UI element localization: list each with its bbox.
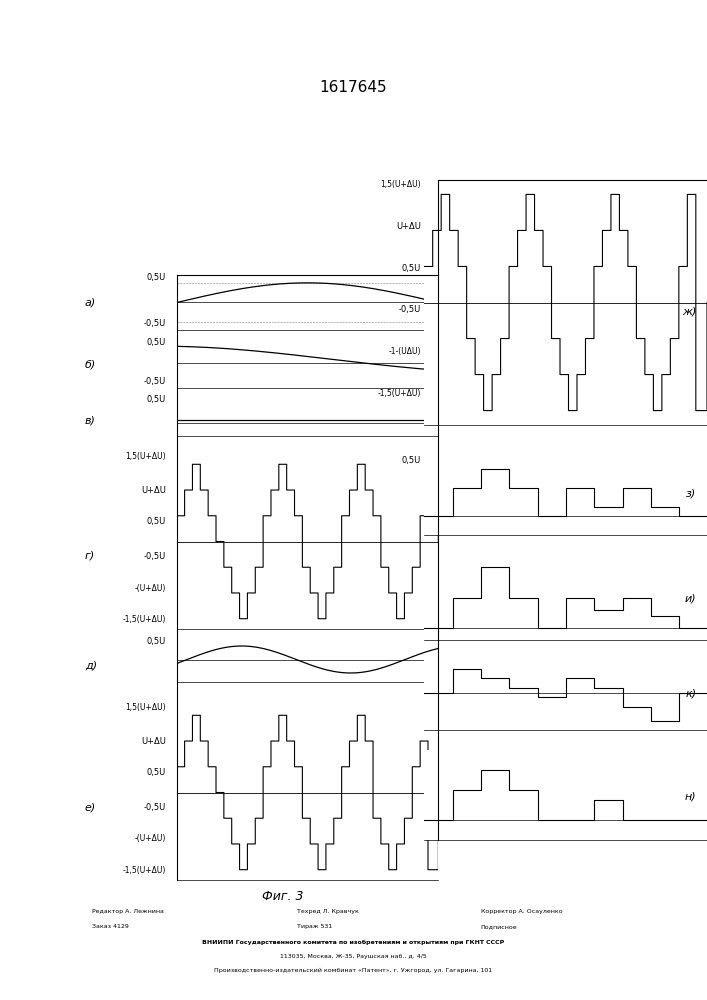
Text: 0,5U: 0,5U xyxy=(147,517,166,526)
Text: 1,5(U+ΔU): 1,5(U+ΔU) xyxy=(126,452,166,461)
Text: а): а) xyxy=(85,297,96,307)
Text: U+ΔU: U+ΔU xyxy=(141,736,166,746)
Text: 0,5U: 0,5U xyxy=(147,273,166,282)
Text: и): и) xyxy=(685,594,696,604)
Text: -1,5(U+ΔU): -1,5(U+ΔU) xyxy=(123,866,166,875)
Text: ВНИИПИ Государственного комитета по изобретениям и открытиям при ГКНТ СССР: ВНИИПИ Государственного комитета по изоб… xyxy=(202,940,505,945)
Text: U+ΔU: U+ΔU xyxy=(396,222,421,231)
Text: Техред Л. Кравчук: Техред Л. Кравчук xyxy=(297,909,359,914)
Text: Редактор А. Лежнина: Редактор А. Лежнина xyxy=(92,909,164,914)
Text: к): к) xyxy=(685,688,696,698)
Text: 0,5U: 0,5U xyxy=(147,338,166,347)
Text: -1,5(U+ΔU): -1,5(U+ΔU) xyxy=(123,615,166,624)
Text: -0,5U: -0,5U xyxy=(144,319,166,328)
Text: Тираж 531: Тираж 531 xyxy=(297,924,332,929)
Text: 1617645: 1617645 xyxy=(320,80,387,95)
Text: 1,5(U+ΔU): 1,5(U+ΔU) xyxy=(380,180,421,189)
Text: н): н) xyxy=(685,792,696,802)
Text: Заказ 4129: Заказ 4129 xyxy=(92,924,129,929)
Text: -0,5U: -0,5U xyxy=(144,377,166,386)
Text: д): д) xyxy=(85,660,97,670)
Text: -0,5U: -0,5U xyxy=(399,305,421,314)
Text: 1,5(U+ΔU): 1,5(U+ΔU) xyxy=(126,703,166,712)
Text: U+ΔU: U+ΔU xyxy=(141,486,166,495)
Text: Производственно-издательский комбинат «Патент», г. Ужгород, ул. Гагарина, 101: Производственно-издательский комбинат «П… xyxy=(214,968,493,973)
Text: -(U+ΔU): -(U+ΔU) xyxy=(135,584,166,592)
Text: -(U+ΔU): -(U+ΔU) xyxy=(135,834,166,844)
Text: Подписное: Подписное xyxy=(481,924,518,929)
Text: Фиг. 3: Фиг. 3 xyxy=(262,890,303,903)
Text: Корректор А. Осауленко: Корректор А. Осауленко xyxy=(481,909,562,914)
Text: 0,5U: 0,5U xyxy=(147,637,166,646)
Text: 0,5U: 0,5U xyxy=(147,768,166,777)
Text: г): г) xyxy=(85,551,95,561)
Text: ж): ж) xyxy=(682,307,696,317)
Text: 113035, Москва, Ж-35, Раушская наб., д. 4/5: 113035, Москва, Ж-35, Раушская наб., д. … xyxy=(280,954,427,959)
Text: е): е) xyxy=(85,802,96,812)
Text: -0,5U: -0,5U xyxy=(144,803,166,812)
Text: 0,5U: 0,5U xyxy=(402,456,421,465)
Text: 0,5U: 0,5U xyxy=(402,264,421,273)
Text: 0,5U: 0,5U xyxy=(147,395,166,404)
Text: -1,5(U+ΔU): -1,5(U+ΔU) xyxy=(378,389,421,398)
Text: в): в) xyxy=(85,416,95,426)
Text: б): б) xyxy=(85,360,96,370)
Text: -1-(UΔU): -1-(UΔU) xyxy=(388,347,421,356)
Text: -0,5U: -0,5U xyxy=(144,552,166,561)
Text: з): з) xyxy=(686,489,696,499)
